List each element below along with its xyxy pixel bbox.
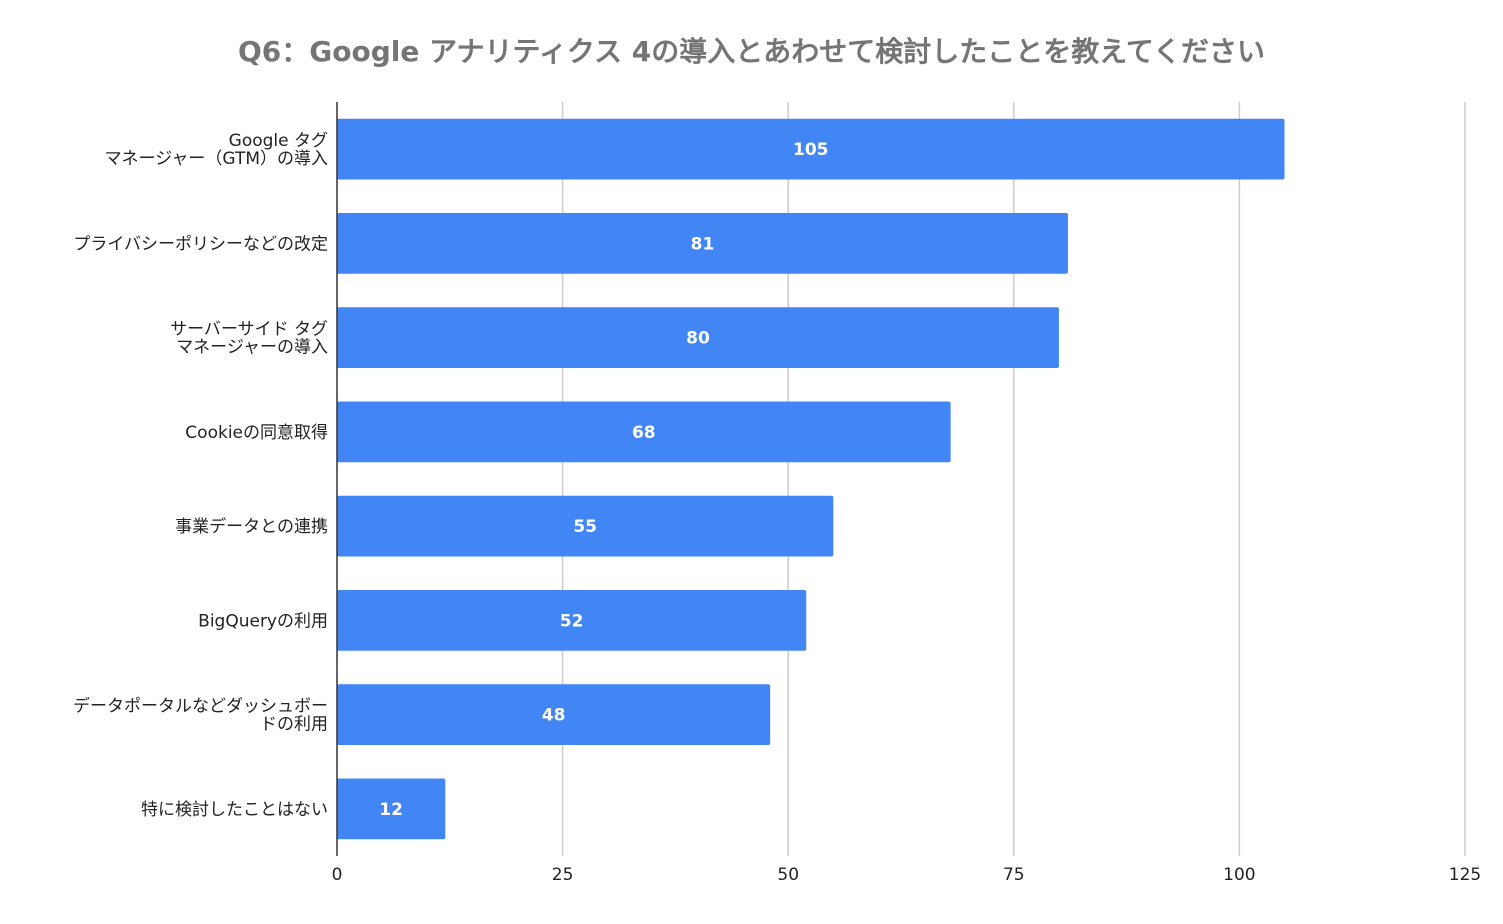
category-label: Google タグ: [229, 131, 328, 151]
category-label: マネージャーの導入: [176, 338, 328, 358]
category-label: ドの利用: [260, 715, 328, 735]
data-label: 105: [793, 140, 829, 160]
bar: [337, 118, 1285, 180]
category-label: マネージャー（GTM）の導入: [105, 149, 328, 169]
bar: [337, 684, 771, 746]
bar: [337, 495, 834, 557]
x-tick-label: 100: [1223, 865, 1255, 885]
data-label: 68: [632, 423, 656, 443]
category-label: サーバーサイド タグ: [170, 320, 328, 340]
data-label: 48: [542, 706, 566, 726]
category-label: BigQueryの利用: [198, 611, 328, 631]
x-tick-label: 25: [552, 865, 574, 885]
bar: [337, 212, 1068, 274]
category-label: Cookieの同意取得: [185, 423, 328, 443]
bar: [337, 589, 807, 651]
data-label: 52: [560, 611, 584, 631]
x-tick-label: 50: [777, 865, 799, 885]
bar: [337, 401, 951, 463]
category-label: プライバシーポリシーなどの改定: [73, 234, 328, 254]
x-tick-label: 75: [1003, 865, 1025, 885]
chart-title: Q6：Google アナリティクス 4の導入とあわせて検討したことを教えてくださ…: [237, 35, 1266, 68]
x-tick-label: 125: [1449, 865, 1481, 885]
data-label: 12: [379, 800, 403, 820]
category-label: 事業データとの連携: [175, 516, 328, 537]
category-label: データポータルなどダッシュボー: [73, 696, 328, 717]
data-label: 80: [686, 329, 710, 349]
bar: [337, 778, 446, 840]
data-label: 81: [691, 234, 715, 254]
category-label: 特に検討したことはない: [141, 800, 328, 820]
x-tick-label: 0: [332, 865, 343, 885]
bar: [337, 307, 1059, 369]
data-label: 55: [573, 517, 597, 537]
